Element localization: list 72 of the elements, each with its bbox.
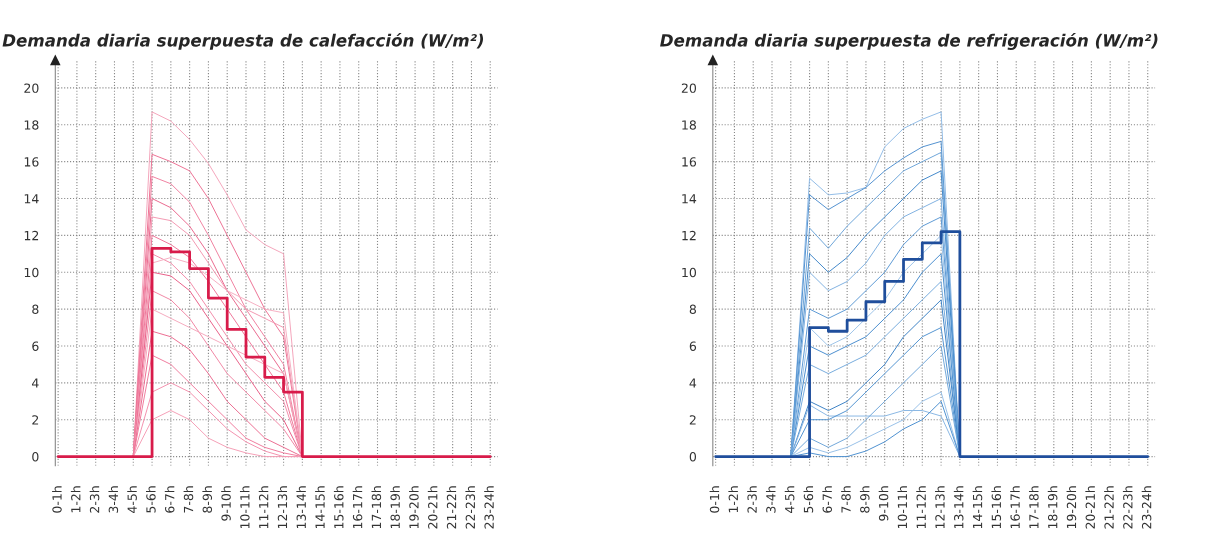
x-tick-label: 17-18h xyxy=(371,486,382,529)
x-tick-label: 6-7h xyxy=(164,486,175,513)
x-tick-label: 1-2h xyxy=(70,486,81,513)
y-tick-label: 20 xyxy=(24,83,39,93)
x-tick-label: 16-17h xyxy=(1010,486,1020,529)
x-tick-label: 10-11h xyxy=(239,486,250,529)
x-tick-label: 3-4h xyxy=(765,486,776,513)
y-tick-label: 8 xyxy=(32,304,39,315)
x-tick-label: 8-9h xyxy=(202,486,213,513)
x-tick-label: 23-24h xyxy=(484,486,494,529)
x-tick-label: 3-4h xyxy=(108,486,119,513)
y-tick-label: 16 xyxy=(682,157,697,167)
x-tick-label: 12-13h xyxy=(935,486,945,529)
x-tick-label: 5-6h xyxy=(803,486,814,513)
x-tick-label: 7-8h xyxy=(841,486,851,513)
y-tick-label: 18 xyxy=(682,120,696,130)
y-tick-label: 20 xyxy=(681,83,697,93)
x-tick-label: 15-16h xyxy=(991,486,1002,529)
x-tick-label: 21-22h xyxy=(446,486,457,529)
x-tick-label: 14-15h xyxy=(972,486,983,529)
x-tick-label: 23-24h xyxy=(1141,486,1152,529)
y-tick-label: 0 xyxy=(32,452,39,462)
x-tick-label: 4-5h xyxy=(784,486,795,513)
y-tick-label: 6 xyxy=(32,341,39,351)
x-tick-label: 8-9h xyxy=(859,486,870,513)
y-tick-label: 14 xyxy=(682,194,697,204)
x-tick-label: 21-22h xyxy=(1104,486,1114,529)
x-tick-label: 22-23h xyxy=(465,486,476,529)
x-tick-label: 14-15h xyxy=(315,486,325,529)
x-tick-label: 22-23h xyxy=(1122,486,1133,529)
x-tick-label: 11-12h xyxy=(916,486,926,529)
x-tick-label: 4-5h xyxy=(127,486,137,513)
x-tick-label: 18-19h xyxy=(390,486,400,529)
y-tick-label: 12 xyxy=(682,230,696,241)
x-tick-label: 20-21h xyxy=(1085,486,1096,529)
x-tick-label: 5-6h xyxy=(146,486,156,513)
x-tick-label: 2-3h xyxy=(747,486,757,513)
x-tick-label: 13-14h xyxy=(953,486,964,529)
x-tick-label: 1-2h xyxy=(728,486,738,513)
x-tick-label: 2-3h xyxy=(89,486,100,513)
x-tick-label: 0-1h xyxy=(709,486,720,513)
y-tick-label: 10 xyxy=(24,267,39,278)
y-tick-label: 16 xyxy=(24,157,39,167)
y-tick-label: 8 xyxy=(689,304,696,315)
x-tick-label: 18-19h xyxy=(1047,486,1058,529)
x-tick-label: 10-11h xyxy=(897,486,908,529)
y-tick-label: 0 xyxy=(689,452,697,462)
x-tick-label: 0-1h xyxy=(52,486,62,513)
x-tick-label: 12-13h xyxy=(277,486,288,529)
x-tick-label: 6-7h xyxy=(822,486,832,513)
chart-title: Demanda diaria superpuesta de calefacción (W/m²) xyxy=(2,33,484,50)
x-tick-label: 17-18h xyxy=(1028,486,1039,529)
x-tick-label: 9-10h xyxy=(221,486,231,521)
x-tick-label: 9-10h xyxy=(878,486,889,521)
y-tick-label: 2 xyxy=(32,415,39,425)
x-tick-label: 19-20h xyxy=(1066,486,1077,529)
x-tick-label: 20-21h xyxy=(427,486,438,529)
y-tick-label: 10 xyxy=(682,267,697,278)
x-tick-label: 7-8h xyxy=(183,486,194,513)
x-tick-label: 11-12h xyxy=(258,486,269,529)
chart-title: Demanda diaria superpuesta de refrigeración (W/m²) xyxy=(660,33,1158,50)
y-tick-label: 6 xyxy=(689,341,697,351)
y-tick-label: 4 xyxy=(689,378,697,388)
y-tick-label: 14 xyxy=(24,194,39,204)
y-tick-label: 12 xyxy=(24,230,39,241)
x-tick-label: 16-17h xyxy=(352,486,363,529)
x-tick-label: 19-20h xyxy=(409,486,419,529)
y-tick-label: 18 xyxy=(24,120,39,130)
y-tick-label: 2 xyxy=(689,415,696,425)
y-tick-label: 4 xyxy=(31,378,39,388)
x-tick-label: 15-16h xyxy=(333,486,344,529)
x-tick-label: 13-14h xyxy=(296,486,306,529)
